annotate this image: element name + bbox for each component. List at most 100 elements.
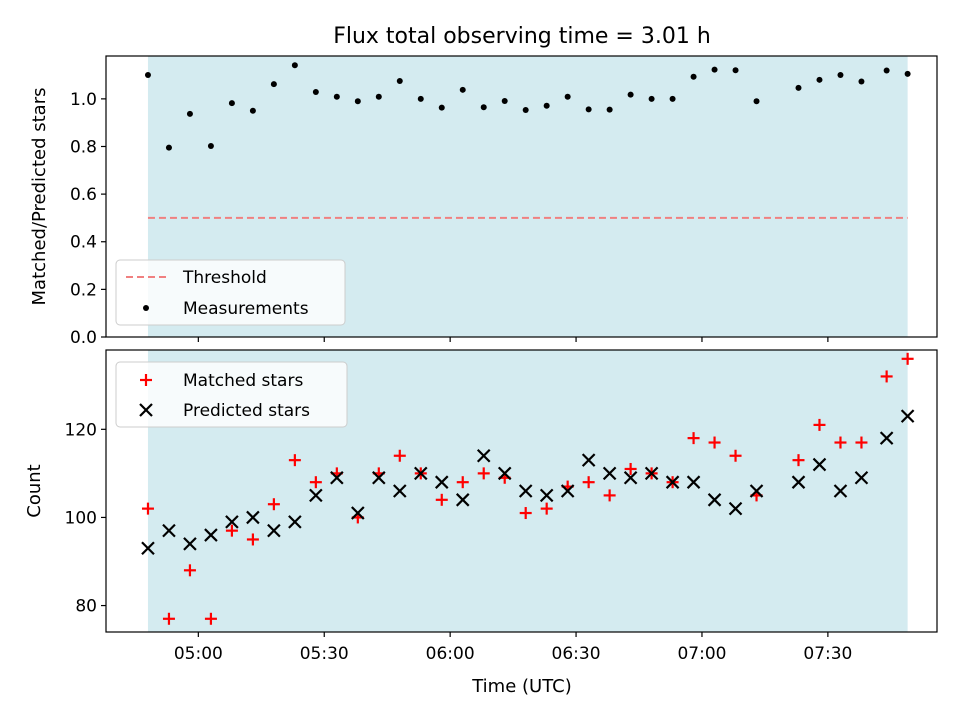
predicted-star-point	[455, 493, 470, 507]
legend-matched-swatch	[140, 374, 152, 386]
matched-star-point	[603, 489, 616, 502]
top-legend: Threshold Measurements	[115, 259, 346, 326]
measurement-point	[459, 86, 466, 93]
chart-title: Flux total observing time = 3.01 h	[333, 24, 711, 49]
measurement-point	[270, 81, 277, 88]
bottom-y-axis-label: Count	[24, 464, 45, 517]
matched-star-point	[309, 476, 322, 489]
matched-star-point	[582, 476, 595, 489]
matched-star-point	[729, 449, 742, 462]
predicted-star-point	[288, 515, 302, 529]
measurement-point	[904, 70, 911, 77]
predicted-star-point	[854, 471, 869, 485]
predicted-star-point	[183, 537, 197, 551]
measurement-point	[585, 106, 592, 113]
bottom-panel: 80 100 120 05:00 05:30 06:00 06:30 07:00 07:30 C…	[24, 349, 938, 697]
y-tick-label: 0.8	[70, 137, 97, 157]
predicted-star-point	[686, 475, 701, 489]
predicted-star-point	[434, 475, 449, 489]
predicted-star-point	[900, 409, 915, 423]
matched-star-point	[834, 436, 847, 449]
measurement-point	[816, 76, 823, 83]
predicted-star-point	[812, 457, 827, 472]
measurement-point	[883, 67, 890, 74]
predicted-star-point	[351, 506, 365, 520]
predicted-star-point	[413, 466, 428, 481]
matched-star-point	[687, 432, 700, 445]
predicted-star-point	[518, 484, 533, 498]
legend-measurements-swatch	[143, 305, 149, 311]
matched-star-point	[540, 502, 553, 515]
x-tick-label: 06:00	[426, 644, 475, 664]
matched-star-point	[813, 418, 826, 431]
matched-star-point	[246, 533, 259, 546]
measurement-point	[396, 78, 403, 85]
legend-box	[115, 259, 346, 326]
y-tick-label: 100	[65, 508, 97, 528]
y-tick-label: 80	[75, 597, 97, 617]
measurement-point	[291, 62, 298, 69]
matched-star-point	[183, 564, 196, 577]
bottom-plot-frame	[105, 349, 938, 633]
matched-star-point	[162, 612, 175, 625]
legend-predicted-swatch	[139, 403, 153, 417]
predicted-star-point	[602, 466, 617, 481]
matched-star-point	[204, 612, 217, 625]
legend-threshold-label: Threshold	[182, 268, 267, 288]
measurement-point	[711, 66, 718, 73]
predicted-star-point	[791, 475, 806, 489]
matched-star-point	[901, 352, 914, 365]
matched-star-point	[880, 370, 893, 383]
measurement-point	[690, 73, 697, 80]
matched-star-point	[624, 462, 637, 475]
y-tick-label: 0.2	[70, 280, 97, 300]
y-tick-label: 0.6	[70, 185, 97, 205]
measurement-point	[732, 67, 739, 74]
measurement-point	[186, 110, 193, 117]
bottom-legend: Matched stars Predicted stars	[115, 361, 348, 428]
matched-star-point	[708, 436, 721, 449]
matched-star-point	[456, 476, 469, 489]
predicted-star-point	[372, 471, 386, 485]
top-plot-frame	[105, 55, 938, 338]
matched-star-point	[519, 507, 532, 520]
x-tick-label: 07:00	[677, 644, 726, 664]
measurement-point	[606, 106, 613, 113]
y-tick-label: 120	[65, 420, 97, 440]
predicted-star-point	[497, 466, 512, 481]
measurement-point	[627, 91, 634, 98]
matched-star-point	[267, 498, 280, 511]
measurement-point	[648, 95, 655, 102]
legend-predicted-label: Predicted stars	[183, 401, 310, 421]
predicted-star-point	[476, 448, 491, 463]
matched-star-point	[855, 436, 868, 449]
predicted-star-point	[267, 523, 281, 538]
predicted-star-point	[749, 484, 764, 498]
measurement-point	[207, 143, 214, 150]
matched-star-point	[393, 449, 406, 462]
measurement-point	[837, 72, 844, 79]
predicted-star-point	[560, 484, 575, 498]
predicted-star-point	[728, 501, 743, 516]
measurement-point	[564, 93, 571, 100]
predicted-star-point	[833, 484, 848, 498]
measurement-point	[480, 104, 487, 111]
y-tick-label: 0.4	[70, 233, 97, 253]
predicted-star-point	[879, 431, 894, 445]
predicted-star-point	[539, 488, 554, 503]
predicted-star-point	[162, 523, 176, 538]
measurement-point	[375, 93, 382, 100]
matched-star-point	[288, 454, 301, 467]
legend-measurements-label: Measurements	[183, 299, 309, 319]
predicted-star-point	[707, 493, 722, 507]
predicted-star-point	[246, 510, 260, 525]
x-tick-label: 06:30	[552, 644, 601, 664]
y-tick-label: 1.0	[70, 90, 97, 110]
bottom-axis-ticks: 80 100 120 05:00 05:30 06:00 06:30 07:00 07:30	[65, 420, 853, 664]
measurement-point	[312, 88, 319, 95]
measurement-point	[522, 107, 529, 114]
measurement-point	[354, 98, 361, 105]
x-tick-label: 07:30	[803, 644, 852, 664]
matched-star-point	[792, 454, 805, 467]
